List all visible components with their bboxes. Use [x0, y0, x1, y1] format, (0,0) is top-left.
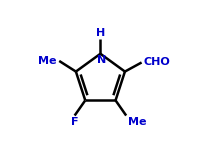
Text: F: F [71, 117, 78, 127]
Text: CHO: CHO [144, 58, 171, 67]
Text: Me: Me [128, 117, 146, 127]
Text: H: H [96, 28, 105, 38]
Text: N: N [97, 54, 106, 65]
Text: Me: Me [39, 56, 57, 66]
